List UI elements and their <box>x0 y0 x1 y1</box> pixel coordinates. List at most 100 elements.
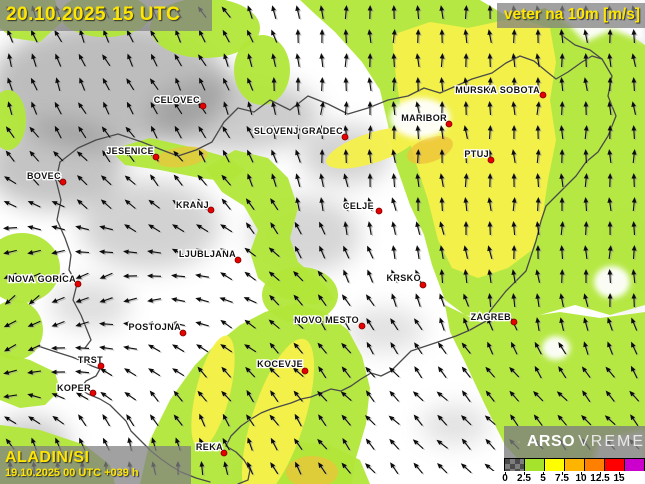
city-marker-celje: CELJE <box>342 200 383 215</box>
city-label: KOCEVJE <box>257 359 303 369</box>
region-white-hole-maribor <box>390 98 450 138</box>
city-label: KOPER <box>57 383 91 393</box>
city-marker-murska-sobota: MURSKA SOBOTA <box>454 84 547 99</box>
city-dot <box>510 318 518 326</box>
city-marker-ptuj: PTUJ <box>463 148 495 164</box>
region-green-west-2 <box>0 300 43 360</box>
city-dot <box>220 449 228 457</box>
city-label: CELJE <box>343 201 374 211</box>
city-label: MARIBOR <box>401 113 447 123</box>
city-marker-novo-mesto: NOVO MESTO <box>293 314 366 330</box>
legend-cell-5 <box>604 458 625 472</box>
city-marker-zagreb: ZAGREB <box>469 311 518 326</box>
legend-tick-mark <box>524 472 525 475</box>
border-line <box>225 58 617 447</box>
city-marker-postojna: POSTOJNA <box>127 321 187 337</box>
city-label: ZAGREB <box>471 312 511 322</box>
city-label: SLOVENJ GRADEC <box>254 126 343 136</box>
region-green-west-1 <box>0 233 60 303</box>
border-line <box>225 445 251 484</box>
region-green-west-3 <box>0 90 26 150</box>
region-green-krsko-blob <box>262 267 338 323</box>
legend-tick-label: 12.5 <box>590 473 610 484</box>
sun-icon <box>518 441 520 443</box>
city-marker-maribor: MARIBOR <box>400 112 453 128</box>
border-line <box>559 33 603 60</box>
region-green-top-3 <box>234 35 290 105</box>
city-label: MURSKA SOBOTA <box>455 85 540 95</box>
border-line <box>55 161 92 349</box>
city-label: KRANJ <box>176 200 209 210</box>
wind-speed-legend-bar <box>504 458 645 472</box>
city-marker-reka: REKA <box>195 441 228 457</box>
city-dot <box>59 178 67 186</box>
legend-tick-mark <box>562 472 563 475</box>
variable-overlay: veter na 10m [m/s] <box>496 3 645 28</box>
city-dot <box>199 102 207 110</box>
city-marker-ljubljana: LJUBLJANA <box>178 248 242 264</box>
arso-vreme-logo: ARSO VREME <box>504 426 645 458</box>
legend-cell-6 <box>624 458 645 472</box>
city-dot <box>301 367 309 375</box>
region-white-hole-r2 <box>542 336 570 360</box>
region-green-center-band <box>205 150 335 305</box>
legend-tick-mark <box>600 472 601 475</box>
city-dot <box>487 156 495 164</box>
legend-tick-label: 7.5 <box>555 473 569 484</box>
city-marker-jesenice: JESENICE <box>105 145 160 161</box>
legend-tick-mark <box>505 472 506 475</box>
city-label: PTUJ <box>464 149 489 159</box>
brand-name-bold: ARSO <box>526 433 576 450</box>
legend-tick-label: 10 <box>575 473 587 484</box>
wind-speed-legend-labels: 0 2.5 5 7.5 10 12.5 15 <box>489 471 645 484</box>
model-run-label: 19.10.2025 00 UTC +039 h <box>5 467 139 479</box>
city-dot <box>89 389 97 397</box>
city-marker-krsko: KRSKO <box>385 272 427 289</box>
terrain-blob <box>150 77 320 153</box>
city-label: KRSKO <box>386 273 421 283</box>
city-label: REKA <box>196 442 223 452</box>
city-dot <box>207 206 215 214</box>
datetime-overlay: 20.10.2025 15 UTC <box>0 0 212 31</box>
city-marker-kranj: KRANJ <box>175 199 215 214</box>
model-overlay: ALADIN/SI 19.10.2025 00 UTC +039 h <box>0 446 191 484</box>
region-orange-maribor <box>407 136 453 164</box>
terrain-blob <box>0 120 125 210</box>
city-dot <box>445 120 453 128</box>
city-label: TRST <box>78 355 103 365</box>
city-marker-celovec: CELOVEC <box>152 94 207 110</box>
city-marker-nova-gorica: NOVA GORICA <box>7 273 82 288</box>
city-marker-trst: TRST <box>77 354 105 370</box>
legend-tick-label: 2.5 <box>517 473 531 484</box>
city-marker-kocevje: KOCEVJE <box>256 358 309 375</box>
terrain-blob <box>345 308 425 352</box>
region-orange-bottom <box>286 456 338 484</box>
city-dot <box>152 153 160 161</box>
city-marker-bovec: BOVEC <box>26 170 67 186</box>
legend-tick-label: 5 <box>540 473 546 484</box>
legend-cell-transparent <box>504 458 525 472</box>
city-label: NOVO MESTO <box>294 315 359 325</box>
city-dot <box>539 91 547 99</box>
valid-datetime-label: 20.10.2025 15 UTC <box>6 4 181 25</box>
city-dot <box>74 280 82 288</box>
legend-tick-mark <box>581 472 582 475</box>
legend-tick-label: 15 <box>613 473 625 484</box>
city-label: LJUBLJANA <box>179 249 236 259</box>
brand-name-light: VREME <box>578 433 645 450</box>
city-label: JESENICE <box>106 146 154 156</box>
city-markers-layer: CELOVEC MURSKA SOBOTA MARIBOR PTUJ SLOVENJ G… <box>7 84 547 457</box>
city-dot <box>358 322 366 330</box>
city-marker-slovenj-gradec: SLOVENJ GRADEC <box>253 125 349 141</box>
legend-tick-label: 0 <box>502 473 508 484</box>
city-dot <box>341 133 349 141</box>
legend-cell-2 <box>544 458 565 472</box>
terrain-blob <box>420 405 490 445</box>
city-label: NOVA GORICA <box>8 274 76 284</box>
city-label: CELOVEC <box>154 95 200 105</box>
city-dot <box>375 207 383 215</box>
legend-tick-mark <box>619 472 620 475</box>
legend-cell-1 <box>524 458 545 472</box>
